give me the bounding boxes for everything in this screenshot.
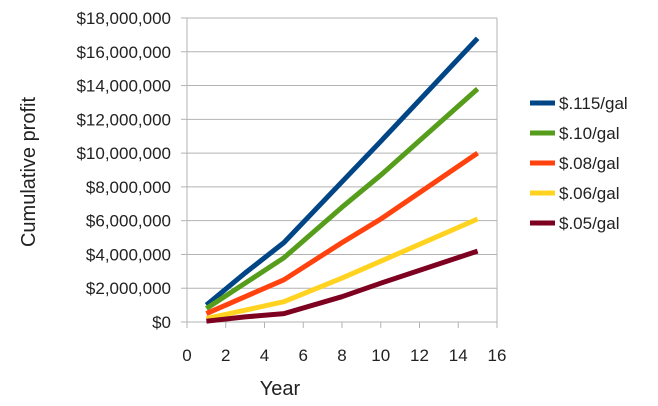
legend: $.115/gal $.10/gal $.08/gal $.06/gal $.05/ga… <box>530 94 628 233</box>
legend-label: $.05/gal <box>559 214 620 233</box>
y-tick-label: $0 <box>152 313 171 332</box>
series-line <box>205 151 480 316</box>
y-tick-label: $6,000,000 <box>86 212 171 231</box>
tick-labels: $0 $2,000,000 $4,000,000 $6,000,000 $8,000,0… <box>76 9 506 365</box>
y-tick-label: $10,000,000 <box>76 144 171 163</box>
legend-label: $.06/gal <box>559 184 620 203</box>
x-axis-title: Year <box>260 378 301 400</box>
y-tick-label: $16,000,000 <box>76 43 171 62</box>
y-axis-title: Cumulative profit <box>18 97 40 248</box>
x-tick-label: 10 <box>371 346 390 365</box>
legend-label: $.115/gal <box>559 94 628 113</box>
y-tick-label: $12,000,000 <box>76 110 171 129</box>
series-lines <box>204 36 480 324</box>
y-tick-label: $18,000,000 <box>76 9 171 28</box>
series-line <box>205 87 480 311</box>
y-tick-label: $4,000,000 <box>86 245 171 264</box>
x-tick-label: 4 <box>260 346 269 365</box>
x-tick-label: 14 <box>449 346 468 365</box>
series-line <box>205 216 479 322</box>
legend-label: $.10/gal <box>559 124 620 143</box>
x-tick-label: 16 <box>488 346 507 365</box>
x-tick-label: 0 <box>182 346 191 365</box>
y-tick-label: $14,000,000 <box>76 77 171 96</box>
series-line <box>204 36 480 308</box>
x-tick-label: 8 <box>337 346 346 365</box>
series-line <box>206 248 479 324</box>
axes <box>181 17 498 328</box>
x-tick-label: 12 <box>410 346 429 365</box>
x-tick-label: 6 <box>299 346 308 365</box>
y-tick-label: $2,000,000 <box>86 279 171 298</box>
legend-label: $.08/gal <box>559 154 620 173</box>
x-tick-label: 2 <box>221 346 230 365</box>
y-tick-label: $8,000,000 <box>86 178 171 197</box>
